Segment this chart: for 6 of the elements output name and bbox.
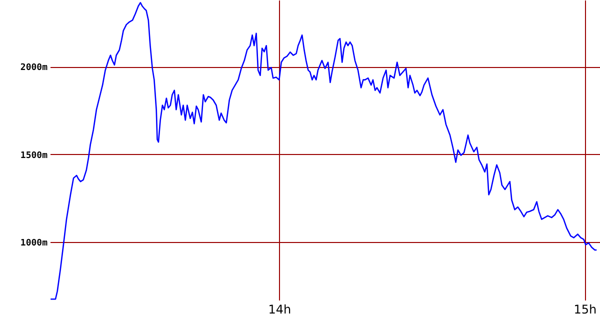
- y-tick-label: 2000m: [20, 63, 48, 74]
- x-tick-label: 15h: [574, 302, 597, 316]
- x-tick-label: 14h: [268, 302, 292, 316]
- line-series: [50, 2, 598, 300]
- y-tick-label: 1500m: [20, 150, 48, 161]
- y-tick-label: 1000m: [20, 238, 48, 249]
